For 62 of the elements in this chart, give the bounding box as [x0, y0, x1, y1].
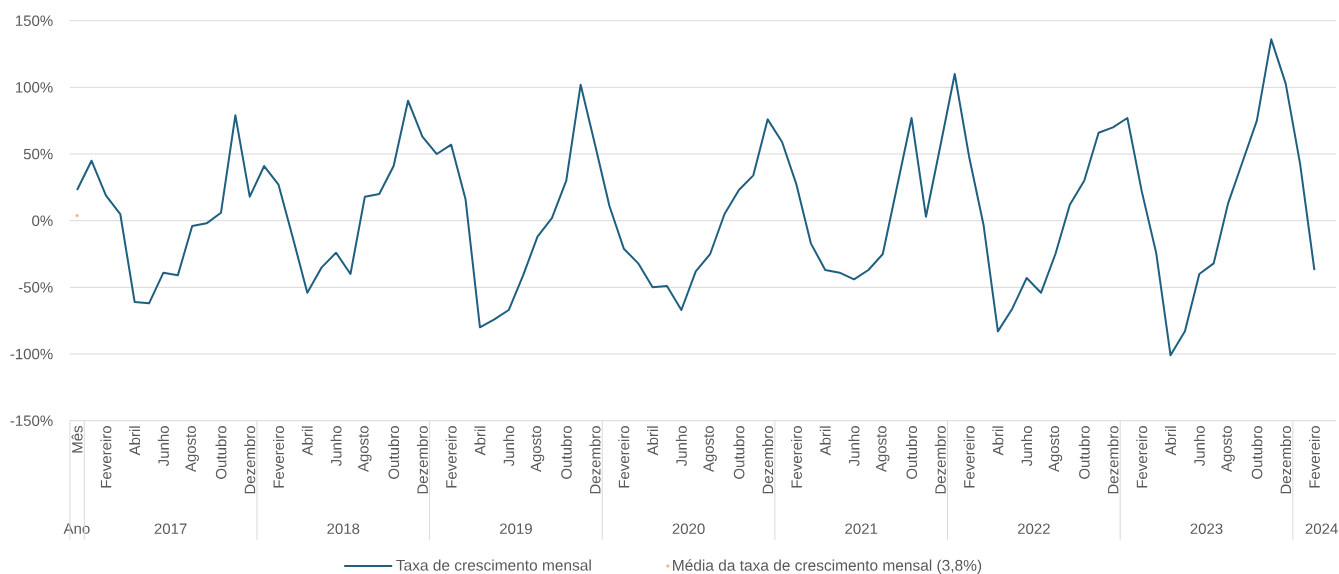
x-tick-label: Fevereiro — [445, 426, 457, 488]
x2-tick-label: 2022 — [1017, 523, 1050, 535]
x-tick-label: Junho — [157, 426, 169, 467]
x-tick-label: Fevereiro — [618, 426, 630, 488]
x2-tick-label: 2021 — [845, 523, 878, 535]
y-tick-label: 150% — [15, 15, 53, 26]
x-tick-label: Fevereiro — [1136, 426, 1148, 488]
x-tick-label: Junho — [675, 426, 687, 467]
x-tick-label: Dezembro — [589, 426, 601, 494]
y-tick-label: -100% — [10, 348, 53, 360]
x-tick-label: Fevereiro — [1308, 426, 1320, 488]
x-tick-label: Junho — [330, 426, 342, 467]
x-tick-label: Agosto — [1048, 426, 1063, 473]
x-tick-label: Fevereiro — [273, 426, 285, 488]
x-tick-label: Dezembro — [1280, 426, 1292, 494]
legend-label: Taxa de crescimento mensal — [396, 559, 591, 571]
x-tick-label: Abril — [819, 426, 831, 456]
x-tick-label: Agosto — [876, 426, 890, 473]
x2-tick-label: 2024 — [1305, 523, 1338, 535]
x2-tick-label: 2018 — [327, 523, 360, 535]
x-tick-label: Fevereiro — [100, 426, 112, 488]
x-tick-label: Fevereiro — [963, 426, 975, 488]
x-tick-label: Agosto — [185, 426, 199, 473]
x-tick-label: Agosto — [530, 426, 545, 473]
x2-tick-label: 2023 — [1190, 523, 1223, 535]
x-tick-label: Outubro — [733, 426, 745, 479]
x-tick-label: Mês — [71, 425, 83, 453]
x-tick-label: Agosto — [358, 426, 372, 473]
x2-tick-label: Ano — [63, 523, 90, 534]
x-tick-label: Dezembro — [416, 426, 428, 494]
y-tick-label: 50% — [23, 148, 53, 160]
legend-label: Média da taxa de crescimento mensal (3,8%) — [673, 559, 982, 574]
x-tick-label: Junho — [1193, 426, 1205, 467]
x-tick-label: Outubro — [215, 426, 227, 479]
x-tick-label: Outubro — [906, 426, 918, 479]
y-tick-label: 100% — [15, 82, 53, 93]
x-tick-label: Abril — [474, 426, 486, 456]
x-tick-label: Junho — [1021, 426, 1033, 467]
y-tick-label: -150% — [10, 415, 53, 426]
x-tick-label: Abril — [647, 426, 659, 456]
x2-tick-label: 2017 — [154, 523, 187, 535]
x-tick-label: Agosto — [703, 426, 717, 473]
x-tick-label: Fevereiro — [790, 426, 802, 488]
x-tick-label: Junho — [848, 426, 860, 467]
y-tick-label: 0% — [32, 215, 53, 226]
x-tick-label: Abril — [301, 426, 313, 456]
x-tick-label: Agosto — [1221, 426, 1235, 473]
x-tick-label: Outubro — [1251, 426, 1263, 479]
x-tick-label: Abril — [129, 426, 141, 456]
x-tick-label: Dezembro — [244, 426, 256, 494]
y-tick-label: -50% — [18, 282, 53, 293]
x-tick-label: Dezembro — [762, 426, 774, 494]
x-tick-label: Outubro — [1078, 426, 1090, 479]
x2-tick-label: 2019 — [499, 523, 532, 535]
x-tick-label: Dezembro — [1107, 426, 1119, 494]
x-tick-label: Outubro — [388, 426, 400, 479]
x-tick-label: Outubro — [560, 426, 572, 479]
x-tick-label: Dezembro — [934, 426, 946, 494]
x2-tick-label: 2020 — [672, 523, 705, 535]
x-tick-label: Abril — [1165, 426, 1177, 456]
x-tick-label: Junho — [503, 426, 515, 467]
x-tick-label: Abril — [992, 426, 1004, 456]
